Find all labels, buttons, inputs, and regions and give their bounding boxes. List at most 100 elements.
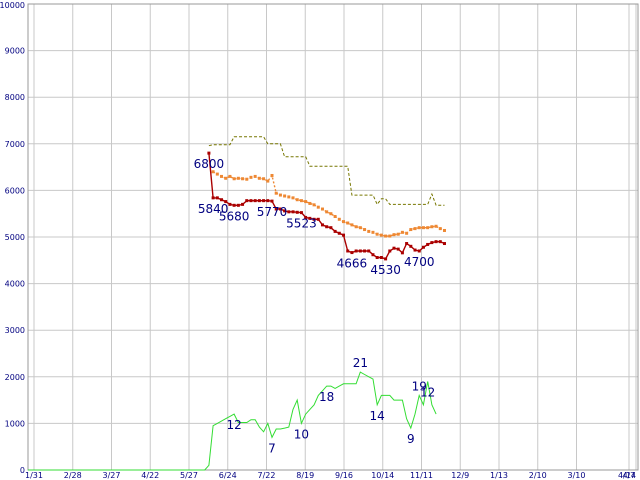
data-point-price bbox=[257, 199, 261, 203]
data-point-avg_short bbox=[371, 230, 375, 234]
x-tick-label: 1/13 bbox=[490, 471, 508, 480]
data-point-price bbox=[396, 247, 400, 251]
y-tick-label: 4000 bbox=[5, 280, 25, 289]
data-point-price bbox=[274, 207, 278, 211]
data-point-price bbox=[316, 217, 320, 221]
data-point-price bbox=[241, 202, 245, 206]
y-tick-label: 6000 bbox=[5, 186, 25, 195]
data-point-avg_short bbox=[413, 227, 417, 231]
data-point-avg_short bbox=[400, 230, 404, 234]
data-point-avg_short bbox=[430, 225, 434, 229]
data-point-avg_short bbox=[257, 176, 261, 180]
data-point-price bbox=[346, 249, 350, 253]
data-point-price bbox=[405, 242, 409, 246]
data-point-price bbox=[325, 225, 329, 229]
data-point-avg_short bbox=[316, 205, 320, 209]
y-tick-label: 5000 bbox=[5, 233, 25, 242]
data-point-price bbox=[215, 196, 219, 200]
data-point-avg_short bbox=[358, 226, 362, 230]
data-point-price bbox=[211, 196, 215, 200]
data-point-price bbox=[384, 257, 388, 261]
value-label: 14 bbox=[370, 409, 385, 423]
value-label: 5680 bbox=[219, 209, 250, 223]
data-point-avg_short bbox=[346, 221, 350, 225]
data-point-avg_short bbox=[409, 228, 413, 232]
data-point-price bbox=[266, 199, 270, 203]
data-point-avg_short bbox=[442, 228, 446, 232]
data-point-avg_short bbox=[375, 232, 379, 236]
value-label: 12 bbox=[226, 418, 241, 432]
data-point-price bbox=[413, 248, 417, 252]
data-point-avg_short bbox=[266, 179, 270, 183]
x-tick-label: 4/22 bbox=[141, 471, 159, 480]
series-layer bbox=[28, 136, 446, 471]
data-point-price bbox=[270, 199, 274, 203]
data-point-avg_short bbox=[329, 212, 333, 216]
data-point-avg_short bbox=[434, 224, 438, 228]
data-point-avg_short bbox=[337, 217, 341, 221]
data-point-price bbox=[367, 249, 371, 253]
data-point-avg_short bbox=[236, 176, 240, 180]
data-point-avg_short bbox=[299, 199, 303, 203]
x-tick-label: 5/27 bbox=[180, 471, 198, 480]
y-tick-label: 0 bbox=[20, 466, 25, 475]
value-label: 7 bbox=[268, 441, 276, 455]
data-point-avg_short bbox=[354, 225, 358, 229]
x-tick-label: 4/14 bbox=[618, 471, 636, 480]
value-label: 4666 bbox=[337, 257, 368, 271]
x-tick-label: 2/28 bbox=[64, 471, 82, 480]
data-point-avg_short bbox=[320, 207, 324, 211]
value-label: 9 bbox=[407, 432, 415, 446]
y-tick-label: 9000 bbox=[5, 47, 25, 56]
data-point-price bbox=[287, 210, 291, 214]
data-point-price bbox=[392, 246, 396, 250]
data-point-price bbox=[207, 151, 211, 155]
data-point-avg_short bbox=[215, 172, 219, 176]
data-point-price bbox=[304, 215, 308, 219]
y-tick-label: 8000 bbox=[5, 93, 25, 102]
data-point-avg_short bbox=[308, 201, 312, 205]
data-point-price bbox=[350, 251, 354, 255]
data-point-avg_short bbox=[274, 191, 278, 195]
data-point-price bbox=[262, 199, 266, 203]
data-point-avg_short bbox=[287, 195, 291, 199]
data-point-price bbox=[426, 242, 430, 246]
value-label: 5770 bbox=[257, 205, 288, 219]
data-point-avg_short bbox=[312, 203, 316, 207]
data-point-avg_short bbox=[392, 233, 396, 237]
value-label: 18 bbox=[319, 390, 334, 404]
data-point-price bbox=[379, 256, 383, 260]
data-point-avg_short bbox=[270, 173, 274, 177]
x-tick-label: 4/7 bbox=[623, 471, 636, 480]
data-point-avg_short bbox=[421, 226, 425, 230]
data-point-avg_short bbox=[253, 174, 257, 178]
data-point-price bbox=[333, 229, 337, 233]
data-point-price bbox=[253, 199, 257, 203]
y-tick-label: 10000 bbox=[0, 1, 25, 10]
value-label: 4530 bbox=[370, 263, 401, 277]
data-point-avg_short bbox=[388, 234, 392, 238]
data-point-price bbox=[434, 240, 438, 244]
data-point-avg_short bbox=[241, 177, 245, 181]
data-point-price bbox=[283, 209, 287, 213]
x-tick-label: 3/10 bbox=[568, 471, 586, 480]
data-point-avg_short bbox=[249, 175, 253, 179]
data-point-price bbox=[342, 233, 346, 237]
data-point-avg_short bbox=[438, 227, 442, 231]
data-point-price bbox=[236, 203, 240, 207]
data-point-avg_short bbox=[325, 210, 329, 214]
data-point-price bbox=[312, 217, 316, 221]
data-point-avg_short bbox=[291, 196, 295, 200]
data-point-price bbox=[224, 200, 228, 204]
data-point-price bbox=[228, 202, 232, 206]
data-point-avg_short bbox=[333, 214, 337, 218]
data-point-price bbox=[245, 199, 249, 203]
x-tick-label: 8/19 bbox=[296, 471, 314, 480]
x-tick-label: 6/24 bbox=[219, 471, 237, 480]
data-point-price bbox=[278, 207, 282, 211]
data-point-avg_short bbox=[278, 193, 282, 197]
data-point-avg_short bbox=[220, 174, 224, 178]
value-label: 21 bbox=[353, 356, 368, 370]
